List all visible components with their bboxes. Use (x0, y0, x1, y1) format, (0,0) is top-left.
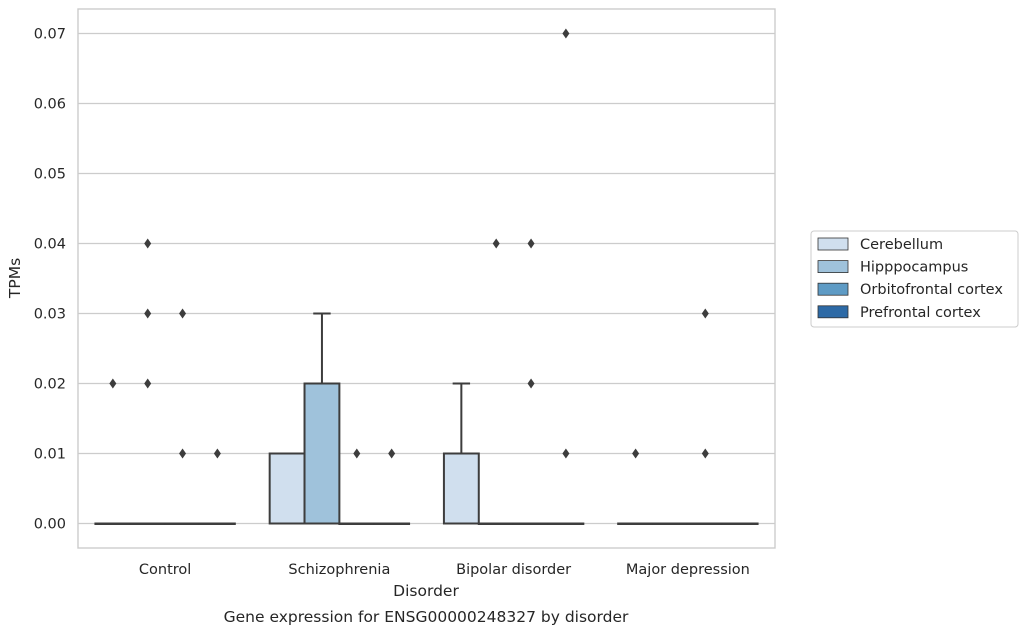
x-tick-label: Major depression (626, 562, 750, 578)
outlier-point (144, 378, 152, 389)
outlier-point (353, 448, 361, 459)
legend-swatch (817, 260, 849, 274)
box-prefrontal-cortex (198, 522, 236, 525)
box-cerebellum (442, 382, 480, 525)
box-hipppocampus (129, 522, 167, 525)
outlier-point (632, 448, 640, 459)
plot-area-frame (77, 8, 776, 549)
outlier-point (492, 238, 500, 249)
y-axis-label: TPMs (6, 258, 24, 299)
legend-frame (810, 230, 1019, 328)
x-tick-label: Control (139, 562, 191, 578)
y-tick-label: 0.03 (34, 307, 66, 323)
grid-lines (78, 32, 775, 525)
y-tick-label: 0.06 (34, 97, 66, 113)
box-hipppocampus (652, 522, 689, 525)
x-axis-ticks: Control Schizophrenia Bipolar disorder Majo… (139, 562, 750, 578)
legend-swatch (817, 237, 849, 251)
box-hipppocampus (303, 312, 341, 525)
legend-label: Orbitofrontal cortex (860, 282, 1003, 298)
outlier-point (562, 28, 570, 39)
y-tick-label: 0.05 (34, 167, 66, 183)
outlier-point (527, 238, 535, 249)
box-hipppocampus (477, 522, 515, 525)
box-body (303, 382, 341, 525)
box-orbitofrontal-cortex (686, 522, 724, 525)
outlier-point (527, 378, 535, 389)
box-prefrontal-cortex (547, 522, 585, 525)
box-prefrontal-cortex (721, 522, 759, 525)
legend-label: Cerebellum (860, 237, 943, 253)
y-tick-label: 0.07 (34, 27, 66, 43)
outlier-point (562, 448, 570, 459)
legend-swatch (817, 305, 849, 319)
legend-label: Hipppocampus (860, 260, 968, 276)
legend-swatch (817, 282, 849, 296)
x-axis-label: Disorder (393, 582, 459, 600)
y-tick-label: 0.04 (34, 237, 66, 253)
y-tick-label: 0.02 (34, 377, 66, 393)
outlier-point (213, 448, 221, 459)
box-orbitofrontal-cortex (164, 522, 201, 525)
boxes (94, 312, 759, 525)
outliers (109, 28, 709, 459)
box-body (442, 452, 480, 525)
x-tick-label: Schizophrenia (288, 562, 390, 578)
box-orbitofrontal-cortex (338, 522, 376, 525)
y-axis-ticks: 0.00 0.01 0.02 0.03 0.04 0.05 0.06 0.07 (34, 27, 66, 533)
outlier-point (388, 448, 396, 459)
y-tick-label: 0.00 (34, 517, 66, 533)
y-tick-label: 0.01 (34, 447, 66, 463)
chart-caption: Gene expression for ENSG00000248327 by d… (224, 608, 629, 626)
box-cerebellum (617, 522, 655, 525)
box-cerebellum (268, 452, 306, 525)
x-tick-label: Bipolar disorder (456, 562, 571, 578)
legend-label: Prefrontal cortex (860, 305, 981, 321)
outlier-point (109, 378, 117, 389)
box-cerebellum (94, 522, 132, 525)
outlier-point (179, 308, 187, 319)
outlier-point (144, 238, 152, 249)
box-body (268, 452, 306, 525)
box-prefrontal-cortex (373, 522, 411, 525)
legend: Cerebellum Hipppocampus Orbitofrontal cort… (810, 230, 1019, 328)
outlier-point (701, 448, 709, 459)
outlier-point (179, 448, 187, 459)
outlier-point (144, 308, 152, 319)
box-orbitofrontal-cortex (512, 522, 550, 525)
outlier-point (701, 308, 709, 319)
